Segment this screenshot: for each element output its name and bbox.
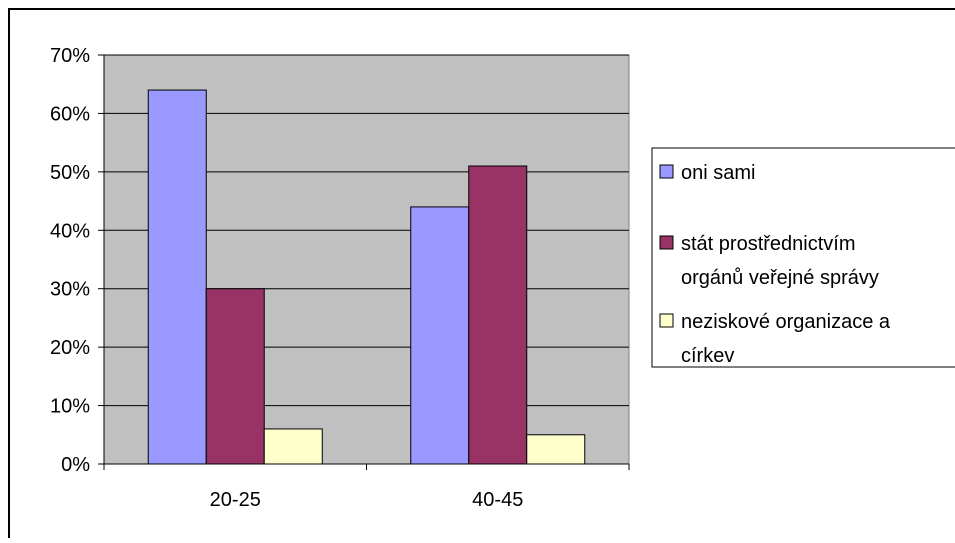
legend-swatch-2	[659, 235, 674, 250]
y-tick-label: 30%	[50, 279, 90, 301]
bar-2-20-25	[205, 288, 265, 465]
legend-box	[651, 147, 955, 368]
y-tick-label: 60%	[50, 103, 90, 125]
legend-label-1: oni sami	[681, 162, 755, 184]
y-tick-label: 10%	[50, 396, 90, 418]
y-tick-label: 20%	[50, 337, 90, 359]
legend-swatch-3	[659, 313, 674, 328]
bar-1-20-25	[147, 89, 207, 465]
x-tick-label: 20-25	[210, 489, 261, 511]
y-tick-label: 0%	[61, 454, 90, 476]
legend-label-2: orgánů veřejné správy	[681, 267, 879, 289]
legend-label-2: stát prostřednictvím	[681, 233, 856, 255]
y-tick-label: 70%	[50, 45, 90, 67]
legend-label-3: církev	[681, 345, 734, 367]
y-tick-label: 50%	[50, 162, 90, 184]
legend-swatch-1	[659, 164, 674, 179]
bar-3-40-45	[526, 434, 586, 465]
y-tick-label: 40%	[50, 220, 90, 242]
legend-label-3: neziskové organizace a	[681, 311, 891, 333]
bar-1-40-45	[410, 206, 470, 465]
bar-2-40-45	[468, 165, 528, 465]
x-tick-label: 40-45	[472, 489, 523, 511]
bar-3-20-25	[263, 428, 323, 465]
